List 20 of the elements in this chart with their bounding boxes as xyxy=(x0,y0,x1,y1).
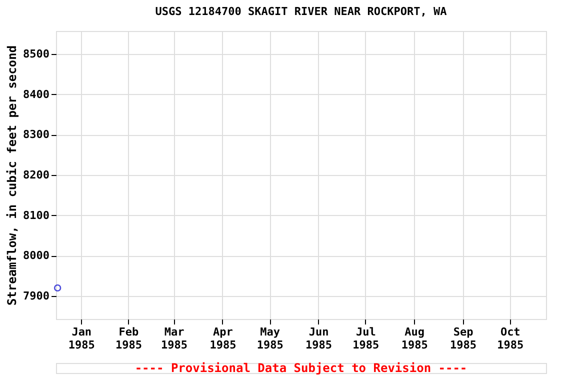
y-tick-label: 8300 xyxy=(23,128,50,142)
y-tick-label: 8200 xyxy=(23,168,50,182)
x-tick-label: Oct 1985 xyxy=(497,326,524,352)
y-tick-label: 8100 xyxy=(23,208,50,222)
y-tick-label: 8400 xyxy=(23,88,50,101)
x-tick-label: Jun 1985 xyxy=(306,326,332,352)
x-tick-label: Sep 1985 xyxy=(450,326,477,352)
x-tick-label: Apr 1985 xyxy=(210,326,236,352)
text: ---- Provisional Data Subject to Revision ---- xyxy=(134,361,468,375)
chart-title: USGS 12184700 SKAGIT RIVER NEAR ROCKPORT, WA xyxy=(155,5,448,18)
y-tick-label: 7900 xyxy=(23,290,50,303)
y-axis-title: Streamflow, in cubic feet per second xyxy=(5,45,20,306)
y-tick-label: 8500 xyxy=(23,47,50,60)
x-tick-label: May 1985 xyxy=(256,326,284,352)
x-tick-label: Mar 1985 xyxy=(161,326,188,352)
y-tick-label: 8000 xyxy=(23,249,50,262)
x-tick-label: Feb 1985 xyxy=(115,326,142,352)
x-tick-label: Aug 1985 xyxy=(401,326,428,352)
x-tick-label: Jan 1985 xyxy=(68,326,95,352)
x-tick-label: Jul 1985 xyxy=(352,326,380,352)
